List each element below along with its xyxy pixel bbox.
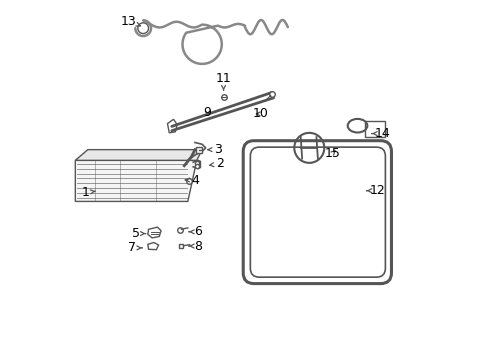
Text: 3: 3	[208, 143, 222, 156]
Text: 11: 11	[216, 72, 231, 90]
Text: 15: 15	[324, 147, 341, 160]
Text: 1: 1	[82, 186, 96, 199]
Text: 14: 14	[372, 127, 391, 140]
Text: 4: 4	[185, 174, 199, 186]
Text: 2: 2	[210, 157, 224, 170]
Text: 7: 7	[128, 241, 142, 255]
Text: 6: 6	[189, 225, 202, 238]
Text: 8: 8	[189, 240, 202, 253]
Text: 13: 13	[121, 14, 140, 27]
Text: 9: 9	[203, 105, 211, 119]
Text: 5: 5	[132, 227, 146, 240]
Text: 12: 12	[367, 184, 385, 197]
Polygon shape	[75, 160, 197, 202]
Text: 10: 10	[253, 107, 269, 120]
Polygon shape	[75, 150, 202, 160]
